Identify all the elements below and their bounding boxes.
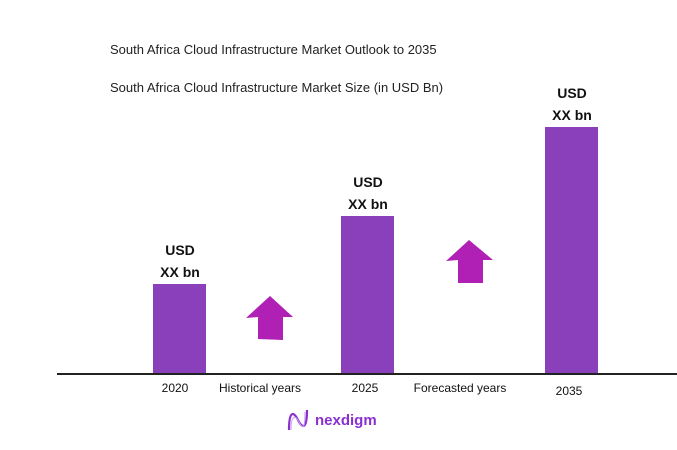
- data-label-line: USD: [165, 242, 195, 258]
- period-label-historical: Historical years: [218, 381, 302, 395]
- data-label-2025: USD XX bn: [323, 171, 413, 215]
- up-arrow-icon: [446, 240, 493, 283]
- x-axis-line: [57, 373, 677, 375]
- bar-2035: [545, 127, 598, 373]
- x-tick-2020: 2020: [161, 381, 189, 395]
- up-arrow-icon: [246, 296, 293, 340]
- nexdigm-logo-text: nexdigm: [315, 411, 377, 429]
- x-tick-2025: 2025: [351, 381, 379, 395]
- nexdigm-logo: nexdigm: [287, 408, 377, 432]
- period-label-forecasted: Forecasted years: [413, 381, 507, 395]
- chart-subtitle: South Africa Cloud Infrastructure Market…: [110, 80, 444, 95]
- data-label-line: USD: [353, 174, 383, 190]
- data-label-2020: USD XX bn: [135, 239, 225, 283]
- data-label-line: XX bn: [552, 107, 592, 123]
- data-label-2035: USD XX bn: [527, 82, 617, 126]
- data-label-line: XX bn: [348, 196, 388, 212]
- bar-2020: [153, 284, 206, 373]
- chart-title: South Africa Cloud Infrastructure Market…: [110, 42, 437, 57]
- data-label-line: USD: [557, 85, 587, 101]
- data-label-line: XX bn: [160, 264, 200, 280]
- x-tick-2035: 2035: [555, 384, 583, 398]
- bar-2025: [341, 216, 394, 373]
- nexdigm-logo-icon: [287, 409, 309, 431]
